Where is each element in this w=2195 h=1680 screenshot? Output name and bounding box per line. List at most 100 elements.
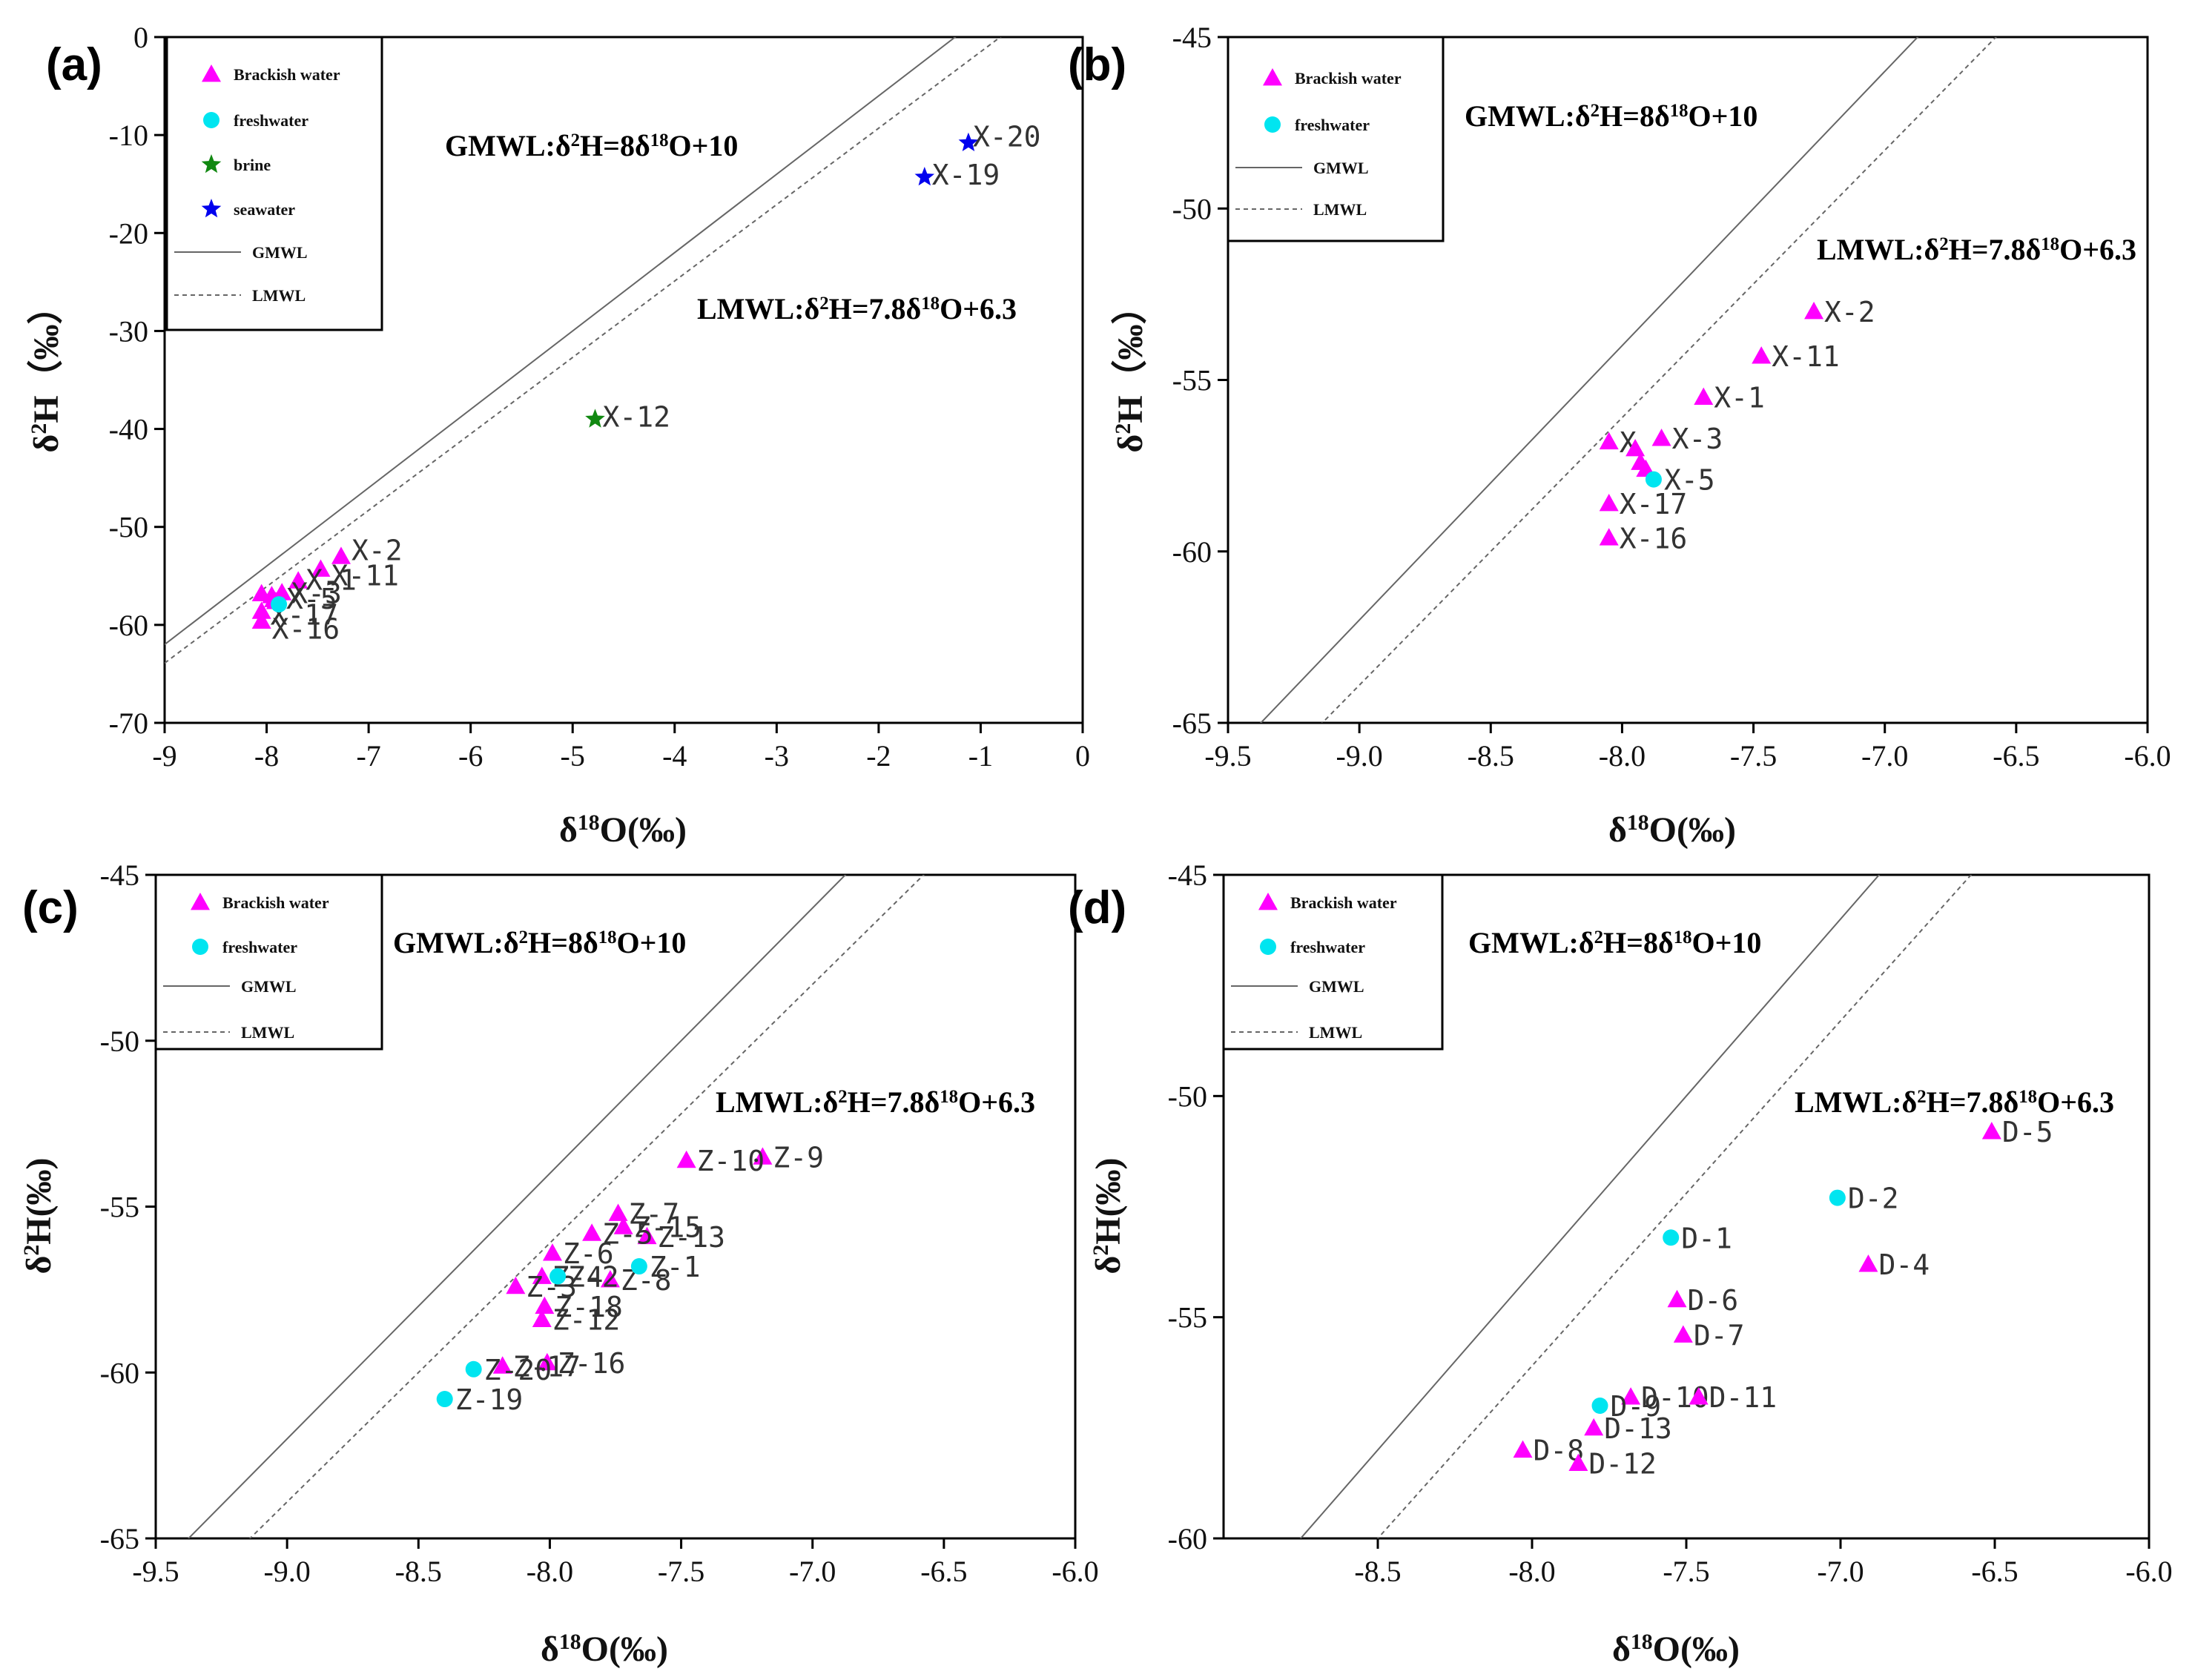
point-label: X-3 (1672, 423, 1723, 455)
data-point (630, 1258, 647, 1275)
y-tick-label: -70 (109, 707, 148, 740)
point-label: D-4 (1878, 1249, 1930, 1281)
legend-label: GMWL (1309, 977, 1364, 996)
point-label: Z-20 (484, 1354, 552, 1386)
data-point (1858, 1254, 1878, 1272)
x-tick-label: -9.0 (1336, 739, 1382, 773)
data-point (1599, 494, 1619, 512)
y-tick-label: -50 (1168, 1079, 1207, 1113)
y-axis-title: δ2H（‰） (27, 288, 67, 452)
legend-box (154, 873, 383, 1051)
y-tick-label: -60 (100, 1356, 139, 1389)
panel-letter: (c) (22, 882, 79, 933)
point-label: D-13 (1604, 1412, 1672, 1445)
legend-marker (1264, 116, 1281, 133)
legend-label: LMWL (1309, 1023, 1362, 1042)
panel-letter: (a) (46, 39, 102, 90)
data-point (1981, 1122, 2001, 1140)
gmwl-equation: GMWL:δ2H=8δ18O+10 (393, 926, 686, 959)
data-point (1689, 1387, 1709, 1405)
data-point (914, 167, 935, 186)
point-label: X-19 (932, 159, 1000, 191)
x-tick-label: -7 (356, 739, 380, 773)
point-label: X-5 (286, 583, 337, 615)
data-point (465, 1360, 482, 1378)
x-tick-label: -6.0 (2124, 739, 2171, 773)
series-seawater: X-19 X-20 (914, 121, 1040, 191)
x-axis-title: δ18O(‰) (1612, 1630, 1740, 1670)
point-label: X-1 (1714, 382, 1765, 414)
data-point (582, 1223, 602, 1241)
y-axis-title: δ2H(‰) (1089, 1157, 1129, 1274)
x-axis-title: δ18O(‰) (559, 810, 687, 850)
y-tick-label: -20 (109, 216, 148, 250)
y-tick-label: -55 (1172, 364, 1212, 397)
panel-letter: (b) (1068, 39, 1126, 90)
point-label: Z-17 (513, 1350, 581, 1383)
legend-label: Brackish water (1290, 893, 1397, 912)
gmwl-line (1259, 37, 1919, 723)
y-tick-label: -65 (100, 1522, 139, 1555)
y-axis-title: δ2H(‰) (19, 1157, 59, 1274)
series-freshwater: X-5 (1645, 464, 1715, 497)
point-label: X-3 (291, 577, 342, 609)
data-point (251, 611, 271, 629)
y-tick-label: -55 (1168, 1301, 1207, 1335)
data-point (549, 1268, 567, 1285)
data-point (585, 409, 605, 428)
legend-marker (1260, 939, 1276, 955)
data-point (1599, 528, 1619, 546)
data-point (532, 1309, 552, 1328)
data-point (1645, 471, 1662, 488)
legend-marker (191, 893, 210, 910)
legend-marker (1258, 893, 1278, 910)
data-point (1663, 1229, 1680, 1246)
point-label: Z-2 (568, 1260, 619, 1293)
data-point (271, 596, 288, 613)
legend: Brackish water freshwater brine seawater GMW… (165, 36, 383, 331)
series-freshwater: Z-1 Z-2 Z-20Z-19 (436, 1251, 701, 1416)
y-tick-label: -60 (1168, 1522, 1207, 1555)
y-tick-label: -50 (100, 1025, 139, 1058)
legend-label: GMWL (1313, 159, 1369, 177)
legend-label: GMWL (252, 243, 308, 262)
point-label: X-11 (1772, 340, 1840, 373)
gmwl-line (1299, 875, 1881, 1538)
series-brackish-water: X-2X-11X-1X-3XX-17X-16 (1599, 296, 1875, 555)
x-tick-label: -6.5 (920, 1555, 967, 1588)
data-point (637, 1226, 657, 1245)
y-tick-label: -10 (109, 119, 148, 152)
data-point (542, 1243, 562, 1261)
y-tick-label: 0 (133, 21, 148, 54)
y-tick-label: -50 (109, 511, 148, 544)
legend-label: freshwater (222, 938, 297, 956)
point-label: X-17 (1620, 488, 1688, 520)
data-point (608, 1203, 628, 1221)
series-freshwater: D-2 D-1 D-9 (1591, 1183, 1899, 1423)
lmwl-line (1321, 37, 1998, 723)
legend-label: Brackish water (1295, 69, 1402, 87)
data-point (506, 1276, 526, 1294)
y-tick-label: -45 (100, 859, 139, 892)
legend-label: Brackish water (234, 65, 340, 84)
point-label: Z-13 (658, 1221, 726, 1254)
point-label: Z-5 (602, 1217, 653, 1250)
point-label: D-2 (1848, 1183, 1899, 1215)
data-point (311, 559, 331, 577)
legend-label: freshwater (234, 111, 308, 130)
x-tick-label: -9.5 (1204, 739, 1251, 773)
x-tick-label: -7.5 (1730, 739, 1777, 773)
point-label: Z-19 (455, 1383, 524, 1416)
x-tick-label: -8.0 (527, 1555, 573, 1588)
data-point (532, 1266, 552, 1284)
data-point (1651, 429, 1671, 446)
data-point (1752, 346, 1772, 364)
lmwl-line (248, 875, 925, 1538)
x-tick-label: -3 (765, 739, 789, 773)
data-point (1829, 1189, 1846, 1206)
y-axis-title: δ2H（‰） (1111, 288, 1151, 452)
gmwl-equation: GMWL:δ2H=8δ18O+10 (445, 129, 738, 162)
lmwl-line (165, 37, 1002, 664)
data-point (676, 1150, 696, 1168)
lmwl-equation: LMWL:δ2H=7.8δ18O+6.3 (1817, 233, 2136, 266)
